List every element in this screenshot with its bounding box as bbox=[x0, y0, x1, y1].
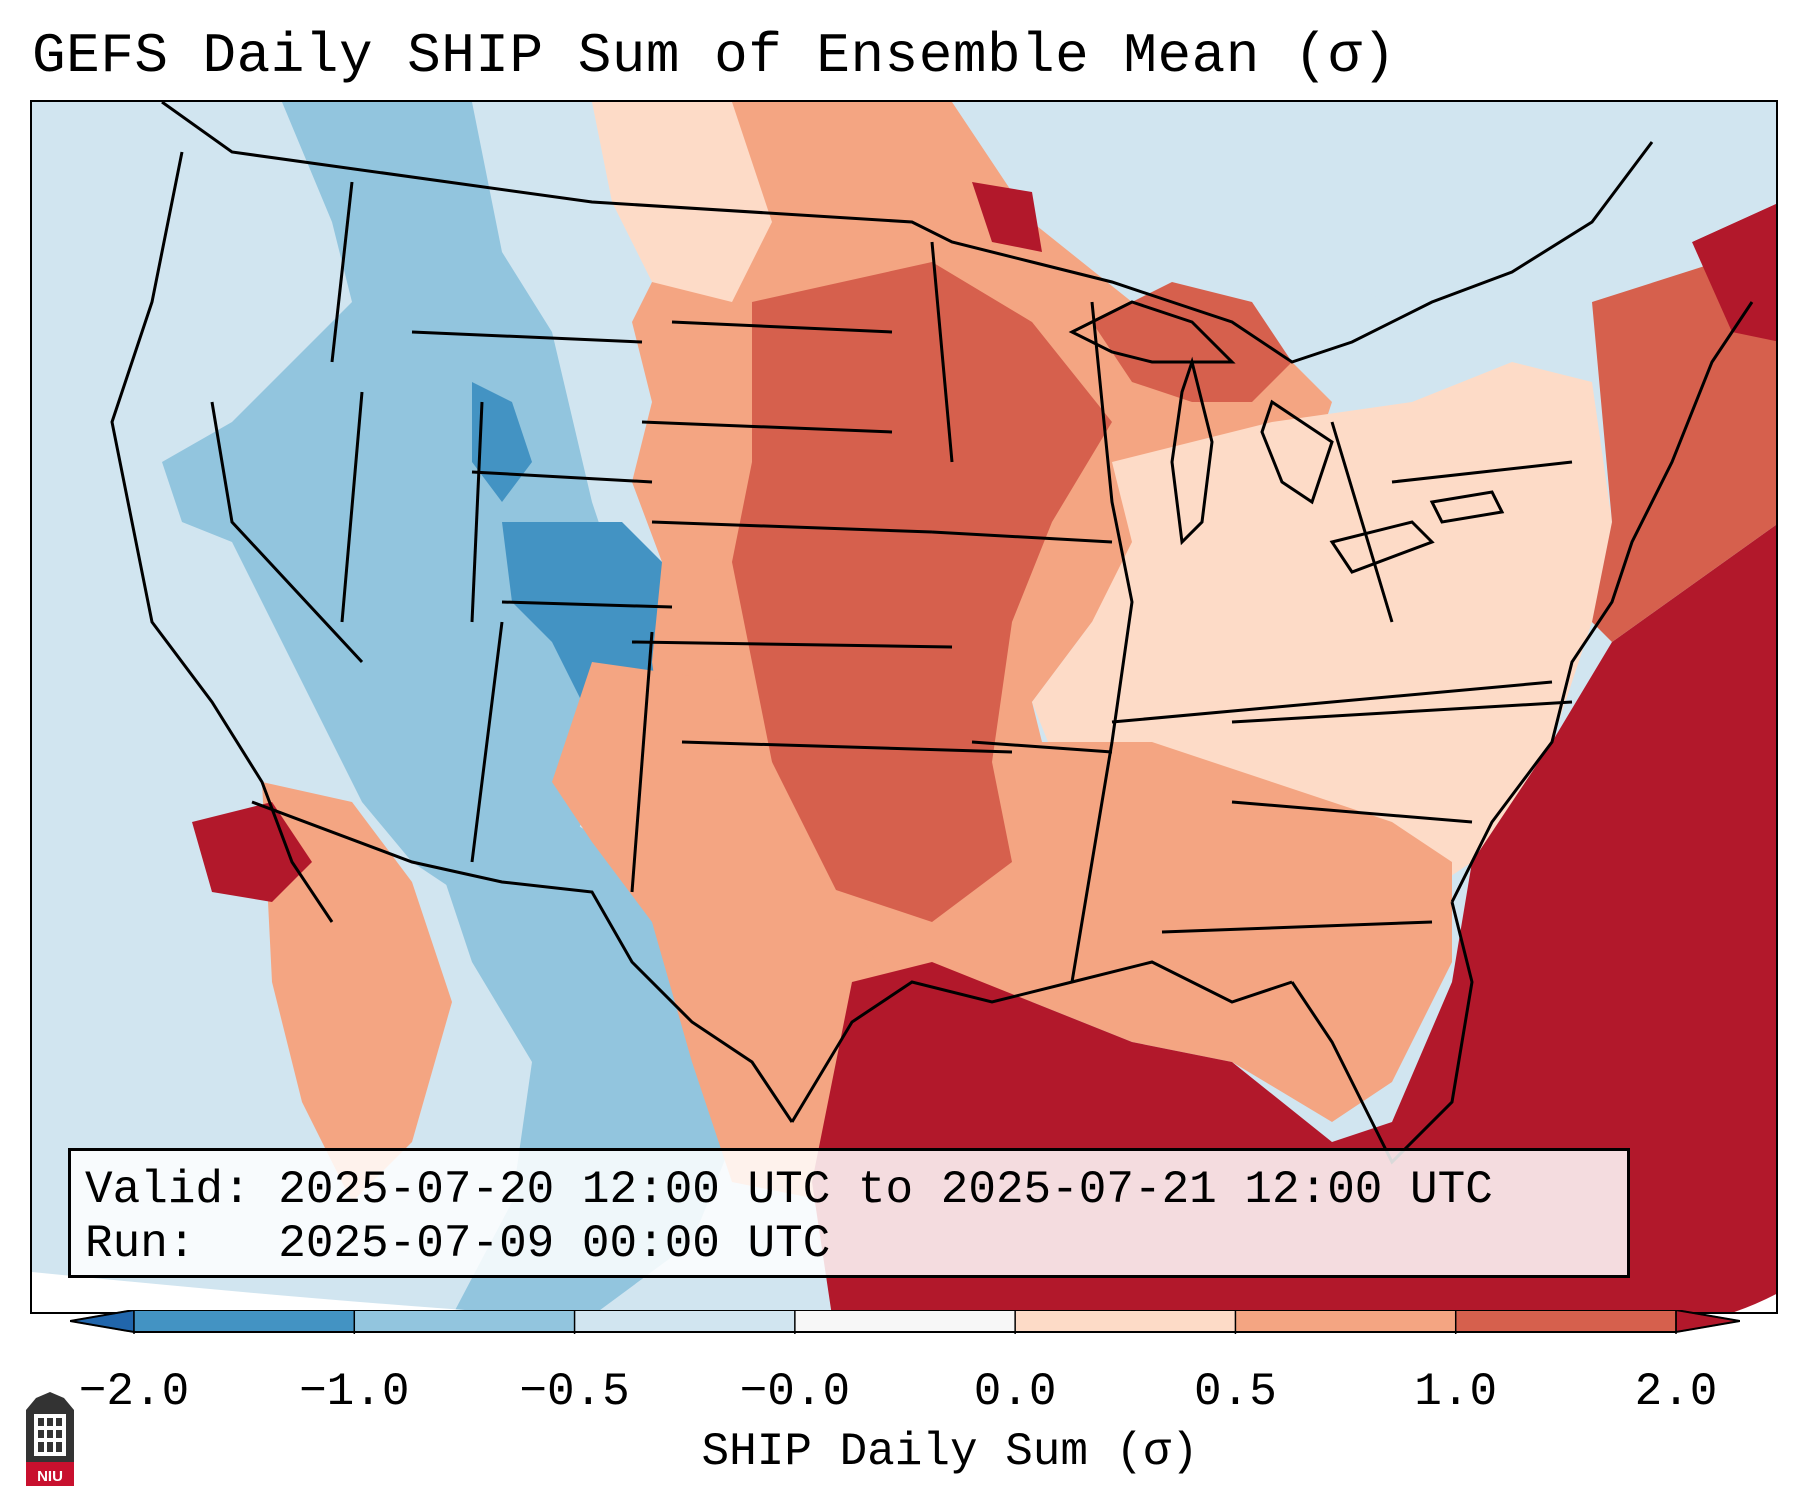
state-line-ca-nv bbox=[210, 401, 364, 664]
lake-michigan bbox=[1170, 356, 1214, 546]
niu-logo-icon bbox=[26, 1392, 74, 1486]
map-panel bbox=[30, 100, 1778, 1314]
lake-huron bbox=[1260, 399, 1334, 505]
colorbar-extend-low bbox=[70, 1310, 135, 1333]
valid-time-text: Valid: 2025-07-20 12:00 UTC to 2025-07-2… bbox=[85, 1164, 1493, 1216]
state-line-mn-wi bbox=[930, 241, 954, 463]
boundary-lines bbox=[110, 102, 1754, 1165]
state-line-sd-ne bbox=[641, 420, 893, 434]
region-dakota-dark bbox=[972, 182, 1042, 252]
colorbar-tick-label: −1.0 bbox=[299, 1366, 410, 1418]
state-line-nc-sc bbox=[1231, 800, 1473, 824]
region-new-england-dark bbox=[1692, 203, 1776, 342]
colorbar-tick-label: −2.0 bbox=[78, 1366, 190, 1418]
region-atlantic-coast bbox=[1592, 243, 1776, 642]
gulf-coast bbox=[790, 960, 1293, 1123]
colorbar-tick-label: 0.5 bbox=[1194, 1366, 1277, 1418]
state-line-mississippi bbox=[1070, 301, 1134, 983]
anomaly-map bbox=[32, 102, 1776, 1312]
colorbar-segment bbox=[574, 1310, 796, 1332]
state-line-id-or bbox=[330, 181, 354, 363]
region-southeast bbox=[1032, 742, 1452, 1122]
colorbar-extend-high bbox=[1675, 1310, 1740, 1333]
state-line-wy-co bbox=[471, 470, 653, 484]
colorbar-segments bbox=[70, 1310, 1740, 1334]
state-line-az-nm bbox=[470, 621, 504, 863]
run-time-text: Run: 2025-07-09 00:00 UTC bbox=[85, 1218, 831, 1270]
map-title: GEFS Daily SHIP Sum of Ensemble Mean (σ) bbox=[32, 24, 1397, 88]
region-central-plains bbox=[732, 262, 1112, 922]
state-line-nd-sd bbox=[671, 320, 893, 334]
state-line-ks-ok bbox=[631, 640, 953, 649]
state-line-nv-ut bbox=[340, 391, 364, 623]
projection-edge bbox=[32, 1272, 493, 1312]
state-line-ga-fl bbox=[1161, 920, 1433, 934]
colorbar-tick-label: 0.0 bbox=[973, 1366, 1057, 1418]
colorbar-tick-label: 1.0 bbox=[1414, 1366, 1498, 1418]
region-gulf-of-mexico bbox=[812, 524, 1776, 1312]
region-canada-warm bbox=[592, 102, 772, 302]
region-southern-plains bbox=[552, 662, 912, 1202]
state-line-tn-ky bbox=[1111, 680, 1553, 724]
state-line-mo-ar bbox=[971, 740, 1113, 754]
region-great-basin bbox=[162, 102, 642, 922]
lake-erie bbox=[1329, 520, 1435, 574]
east-coast bbox=[1450, 301, 1754, 903]
state-line-pa-ny bbox=[1391, 460, 1573, 484]
colorbar-tick-label: −0.0 bbox=[739, 1366, 851, 1418]
projection-edge-right bbox=[1734, 1294, 1776, 1312]
colorbar-segment bbox=[1455, 1310, 1677, 1332]
great-lakes-outline bbox=[1068, 300, 1505, 574]
us-mexico-border bbox=[251, 800, 794, 1123]
state-line-nm-tx bbox=[630, 631, 654, 893]
colorbar-segment bbox=[794, 1310, 1016, 1332]
region-socal-hotspot bbox=[192, 802, 312, 902]
state-line-ut-co bbox=[470, 401, 484, 623]
state-line-co-nm bbox=[501, 600, 673, 609]
state-line-ne-ks bbox=[651, 520, 933, 534]
state-line-mt-wy bbox=[411, 330, 643, 344]
colorbar-segment bbox=[1235, 1310, 1457, 1332]
state-line-ia-mo bbox=[931, 530, 1113, 544]
lake-superior bbox=[1068, 300, 1236, 364]
valid-run-info-box: Valid: 2025-07-20 12:00 UTC to 2025-07-2… bbox=[68, 1148, 1630, 1278]
state-line-ok-tx bbox=[681, 740, 1013, 754]
state-line-oh-pa bbox=[1330, 421, 1394, 623]
colorbar-segment bbox=[134, 1310, 355, 1332]
niu-logo-text: NIU bbox=[37, 1468, 63, 1485]
colorbar-tick-label: 2.0 bbox=[1634, 1366, 1718, 1418]
state-line-va-nc bbox=[1231, 700, 1573, 724]
west-coast bbox=[110, 151, 334, 923]
region-great-lakes bbox=[1092, 282, 1292, 402]
region-canada-northeast bbox=[1072, 102, 1776, 332]
colorbar bbox=[70, 1310, 1740, 1334]
colorbar-tick-label: −0.5 bbox=[519, 1366, 630, 1418]
us-canada-border bbox=[161, 102, 1654, 364]
colorbar-segment bbox=[354, 1310, 576, 1332]
lake-ontario bbox=[1429, 490, 1505, 524]
colorbar-segment bbox=[1015, 1310, 1236, 1332]
colorbar-label: SHIP Daily Sum (σ) bbox=[701, 1426, 1199, 1478]
